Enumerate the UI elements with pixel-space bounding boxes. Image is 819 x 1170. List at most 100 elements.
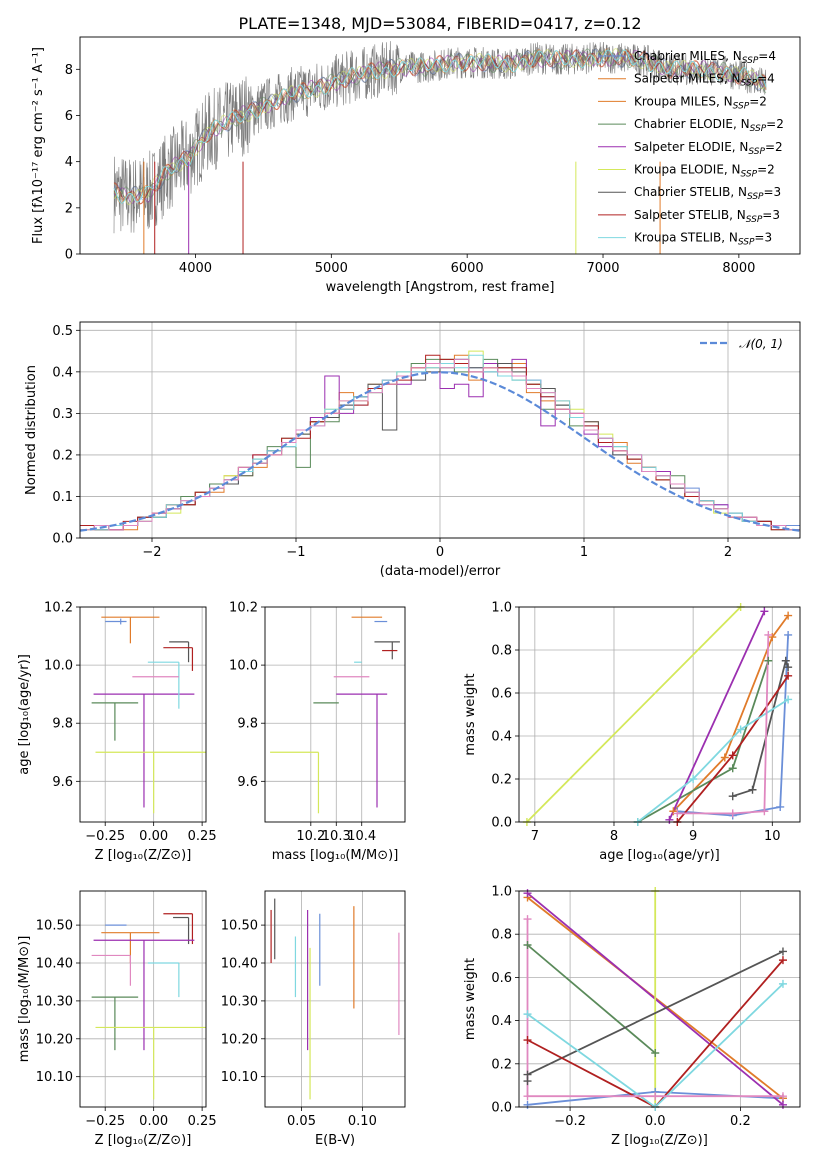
plus-marker [665, 815, 674, 824]
y-tick-label: 0.3 [52, 407, 73, 422]
plus-marker [720, 753, 729, 762]
plus-marker [748, 785, 757, 794]
legend-label: Kroupa MILES, NSSP=2 [634, 94, 767, 111]
plus-marker [523, 941, 532, 949]
plus-marker [784, 630, 793, 639]
plus-marker [784, 695, 793, 704]
legend-label: Kroupa STELIB, NSSP=3 [634, 231, 772, 248]
plus-marker [760, 807, 769, 816]
x-tick-label: 10.4 [347, 829, 376, 844]
y-axis-label: Flux [fλ10⁻¹⁷ erg cm⁻² s⁻¹ A⁻¹] [31, 47, 46, 244]
x-axis-label: Z [log₁₀(Z/Z⊙)] [611, 1133, 708, 1148]
plus-marker [778, 1092, 787, 1101]
y-tick-label: 10.50 [221, 919, 258, 934]
y-tick-label: 0.4 [491, 1014, 512, 1029]
y-tick-label: 10.10 [36, 1070, 73, 1085]
plus-marker [728, 809, 737, 818]
y-tick-label: 4 [65, 155, 73, 170]
legend-label: Salpeter STELIB, NSSP=3 [634, 208, 780, 225]
y-tick-label: 1.0 [491, 885, 512, 900]
plus-marker [689, 775, 698, 783]
y-tick-label: 9.6 [52, 775, 73, 790]
y-axis-label: mass weight [463, 673, 478, 755]
y-tick-label: 0.0 [491, 816, 512, 831]
x-axis-label: Z [log₁₀(Z/Z⊙)] [95, 1133, 192, 1148]
x-tick-label: 0.05 [287, 1114, 316, 1129]
y-tick-label: 10.0 [44, 659, 73, 674]
y-tick-label: 0.4 [491, 730, 512, 745]
gaussian-curve [80, 371, 800, 532]
x-tick-label: 0.25 [188, 829, 217, 844]
y-axis-label: mass weight [463, 958, 478, 1040]
plus-marker [523, 915, 532, 924]
y-tick-label: 0.6 [491, 687, 512, 702]
plus-marker [781, 656, 790, 665]
panel-age-vs-Z: −0.25 0.00 0.25 9.6 9.8 10.0 10.2 Z [log₁₀(Z/Z⊙… [17, 601, 217, 864]
mass-weight-series [526, 919, 783, 1098]
legend-label: 𝒩(0, 1) [739, 337, 783, 351]
y-tick-label: 10.2 [44, 601, 73, 616]
y-tick-label: 0.2 [491, 1057, 512, 1072]
plot-area [270, 898, 400, 1100]
legend: Chabrier MILES, NSSP=4 Salpeter MILES, NS… [598, 49, 784, 248]
y-tick-label: 0.1 [52, 490, 73, 505]
legend-label: Salpeter MILES, NSSP=4 [634, 72, 775, 89]
x-tick-label: 0.2 [730, 1114, 751, 1129]
plot-area [91, 913, 206, 1100]
y-tick-label: 0.8 [491, 644, 512, 659]
plot-area [80, 350, 800, 538]
plus-marker [523, 889, 532, 898]
plots-layer: 4000 5000 6000 7000 8000 0 2 4 6 8 wavelength [Ang… [17, 36, 801, 1148]
y-tick-label: 2 [65, 201, 73, 216]
axes-frame [79, 36, 801, 255]
mass-weight-series [527, 959, 784, 1107]
axes-frame [518, 890, 801, 1108]
x-tick-label: 7000 [586, 261, 619, 276]
x-tick-label: −0.2 [554, 1114, 586, 1129]
mass-weight-series [637, 698, 789, 822]
y-tick-label: 6 [65, 109, 73, 124]
x-tick-label: 7 [531, 829, 539, 844]
model-spectrum [113, 48, 767, 206]
panel-mass-vs-EBV: 0.05 0.10 10.10 10.20 10.30 10.40 10.50 E(B-V) [221, 890, 406, 1148]
plot-area [526, 891, 784, 1107]
x-axis-label: E(B-V) [315, 1133, 355, 1148]
y-axis-label: age [log₁₀(age/yr)] [17, 654, 32, 775]
axes-frame [79, 890, 207, 1108]
y-tick-label: 8 [65, 63, 73, 78]
y-tick-label: 0.4 [52, 365, 73, 380]
plus-marker [776, 802, 785, 811]
y-tick-label: 0.2 [52, 448, 73, 463]
x-tick-label: 10.2 [296, 829, 325, 844]
y-tick-label: 9.8 [237, 717, 258, 732]
plus-marker [784, 671, 793, 680]
x-axis-label: age [log₁₀(age/yr)] [599, 848, 720, 863]
legend-label: Chabrier STELIB, NSSP=3 [634, 185, 781, 202]
plot-area [270, 616, 400, 814]
x-tick-label: 0.25 [188, 1114, 217, 1129]
y-tick-label: 10.20 [221, 1032, 258, 1047]
x-tick-label: −2 [142, 545, 161, 560]
plus-marker [523, 1070, 532, 1079]
plus-marker [784, 611, 793, 620]
x-axis-label: mass [log₁₀(M/M⊙)] [272, 848, 399, 863]
axes-frame [264, 606, 406, 823]
plus-marker [778, 1100, 787, 1109]
plus-marker [778, 947, 787, 956]
x-tick-label: 5000 [315, 261, 348, 276]
panel-cumulative-mass-weight-vs-age: 7 8 9 10 0.0 0.2 0.4 0.6 0.8 1.0 age [log₁₀(age/yr… [463, 601, 801, 863]
y-tick-label: 10.30 [36, 994, 73, 1009]
x-tick-label: 10.3 [322, 829, 351, 844]
plus-marker [673, 809, 682, 818]
x-tick-label: −0.25 [85, 829, 125, 844]
x-tick-label: −0.25 [85, 1114, 125, 1129]
mass-weight-series [732, 657, 789, 798]
mass-weight-series [526, 983, 784, 1107]
x-tick-label: 2 [724, 545, 732, 560]
x-axis-label: wavelength [Angstrom, rest frame] [326, 280, 555, 295]
y-tick-label: 10.30 [221, 994, 258, 1009]
plot-area [91, 616, 206, 814]
panel-residuals: −2 −1 0 1 2 0.0 0.1 0.2 0.3 0.4 0.5 (data-model)/er… [24, 321, 801, 579]
